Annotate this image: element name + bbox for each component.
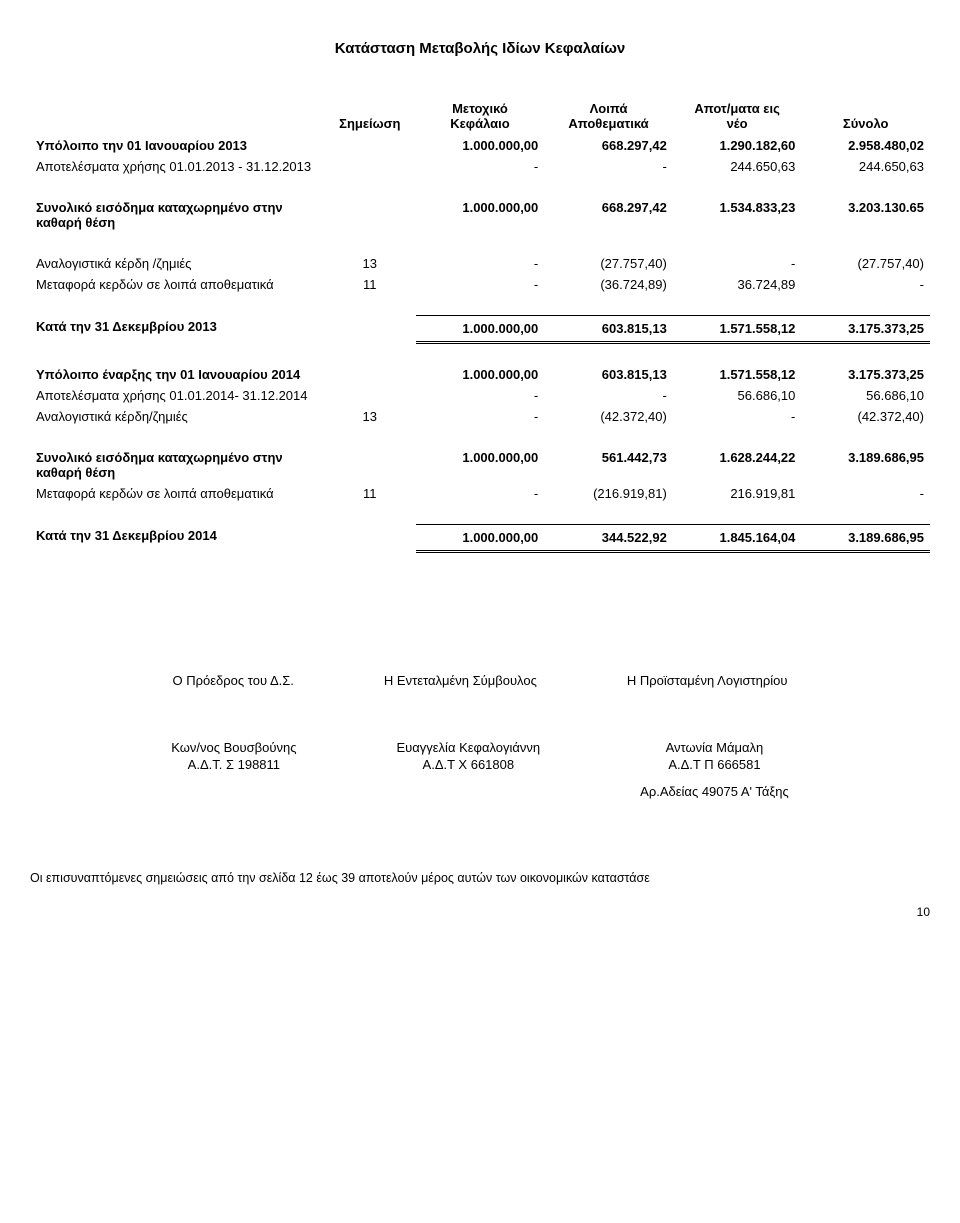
table-row: Αποτελέσματα χρήσης 01.01.2013 - 31.12.2… (30, 156, 930, 177)
col-total: Σύνολο (801, 97, 930, 135)
sig-person-b: Ευαγγελία Κεφαλογιάννη Α.Δ.Τ Χ 661808 (396, 738, 540, 801)
table-row: Κατά την 31 Δεκεμβρίου 20131.000.000,006… (30, 316, 930, 343)
col-note: Σημείωση (324, 97, 416, 135)
sig-title-b: Η Εντεταλμένη Σύμβουλος (384, 673, 537, 688)
table-row: Αναλογιστικά κέρδη/ζημιές13-(42.372,40)-… (30, 406, 930, 427)
table-row (30, 504, 930, 525)
table-row: Μεταφορά κερδών σε λοιπά αποθεματικά11-(… (30, 483, 930, 504)
table-row: Μεταφορά κερδών σε λοιπά αποθεματικά11-(… (30, 274, 930, 295)
signatures: Ο Πρόεδρος του Δ.Σ. Η Εντεταλμένη Σύμβου… (30, 673, 930, 801)
table-row (30, 343, 930, 365)
sig-person-a: Κων/νος Βουσβούνης Α.Δ.Τ. Σ 198811 (171, 738, 296, 801)
table-row: Υπόλοιπο την 01 Ιανουαρίου 20131.000.000… (30, 135, 930, 156)
page-number: 10 (30, 905, 930, 919)
col-retained: Αποτ/ματα ειςνέο (673, 97, 802, 135)
table-row (30, 427, 930, 447)
table-row: Υπόλοιπο έναρξης την 01 Ιανουαρίου 20141… (30, 364, 930, 385)
table-row (30, 233, 930, 253)
table-row: Κατά την 31 Δεκεμβρίου 20141.000.000,003… (30, 525, 930, 552)
equity-table: Σημείωση ΜετοχικόΚεφάλαιο ΛοιπάΑποθεματι… (30, 97, 930, 553)
sig-title-a: Ο Πρόεδρος του Δ.Σ. (173, 673, 294, 688)
table-row: Αναλογιστικά κέρδη /ζημιές13-(27.757,40)… (30, 253, 930, 274)
table-row: Αποτελέσματα χρήσης 01.01.2014- 31.12.20… (30, 385, 930, 406)
table-row: Συνολικό εισόδημα καταχωρημένο στην καθα… (30, 197, 930, 233)
page-title: Κατάσταση Μεταβολής Ιδίων Κεφαλαίων (30, 40, 930, 57)
sig-title-c: Η Προϊσταμένη Λογιστηρίου (627, 673, 788, 688)
footnote: Οι επισυναπτόμενες σημειώσεις από την σε… (30, 871, 930, 885)
col-capital: ΜετοχικόΚεφάλαιο (416, 97, 545, 135)
col-reserves: ΛοιπάΑποθεματικά (544, 97, 673, 135)
table-row (30, 295, 930, 316)
table-row (30, 177, 930, 197)
table-row: Συνολικό εισόδημα καταχωρημένο στην καθα… (30, 447, 930, 483)
sig-person-c: Αντωνία Μάμαλη Α.Δ.Τ Π 666581 Αρ.Αδείας … (640, 738, 789, 801)
